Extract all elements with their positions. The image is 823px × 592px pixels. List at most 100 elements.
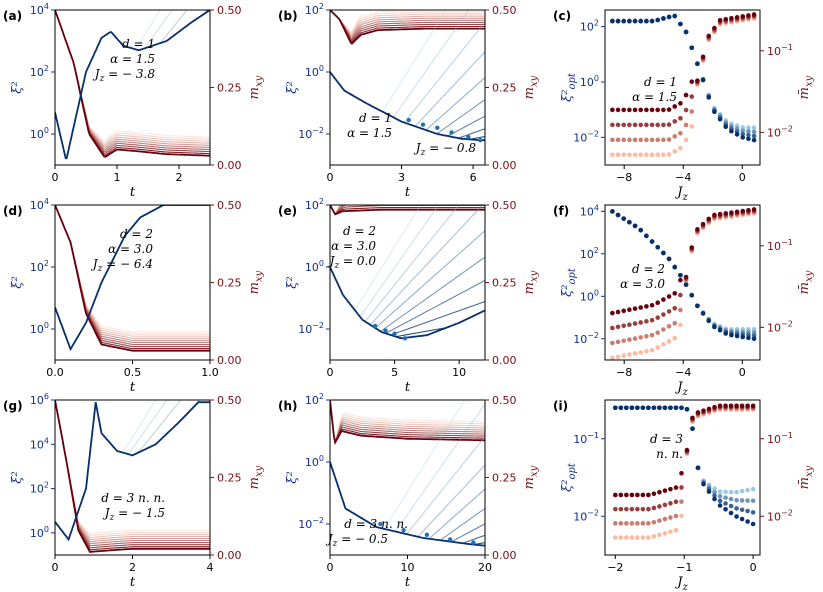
m-bar-point-i-1-5 [640, 521, 646, 526]
m-bar-point-f-3-1 [615, 309, 621, 315]
ylabel-right-f-text: m̄xy [797, 270, 815, 294]
xi-opt-point-f-3-15 [695, 303, 700, 309]
mxy-curve-g-4 [55, 400, 210, 543]
m-bar-point-c-3-3 [627, 107, 632, 113]
xlabel-b: t [405, 185, 411, 200]
m-bar-point-i-3-12 [679, 470, 684, 476]
m-bar-point-f-1-6 [644, 333, 649, 339]
m-bar-point-i-0-3 [629, 535, 635, 540]
xtick-label-i-0: −2 [607, 561, 623, 574]
xlabel-d-text: t [130, 380, 136, 395]
m-bar-point-f-1-12 [678, 307, 683, 313]
xi-opt-point-f-3-16 [700, 311, 706, 316]
ylabel-right-a: mxy [247, 75, 265, 99]
xi-opt-point-f-0-25 [751, 326, 757, 332]
mxy-curve-b-2 [330, 10, 485, 35]
ylabel-right-g-text: mxy [247, 465, 265, 489]
ytick-left-label-d-1: 102 [30, 259, 49, 274]
annotation-line-g-0: d = 3 n. n. [101, 491, 165, 505]
xlabel-g: t [130, 575, 136, 590]
annotation-g: d = 3 n. n.Jz = − 1.5 [101, 491, 165, 523]
m-bar-point-c-1-3 [627, 137, 632, 143]
xi-opt-point-f-3-20 [723, 331, 729, 336]
annotation-c: d = 1α = 1.5 [632, 75, 677, 104]
xi-opt-point-i-3-24 [745, 519, 750, 524]
ytick-right-label-a-2: 0.50 [217, 4, 242, 17]
m-bar-point-f-3-20 [723, 211, 729, 216]
m-bar-point-c-2-0 [610, 122, 615, 128]
m-bar-point-f-3-21 [729, 210, 734, 215]
xi-opt-point-c-3-14 [689, 45, 695, 51]
xi-opt-point-i-0-21 [728, 489, 734, 495]
ytick-right-label-d-1: 0.25 [217, 277, 242, 290]
xi-opt-point-f-3-12 [678, 272, 683, 278]
m-bar-point-i-2-7 [651, 505, 657, 511]
m-bar-point-i-0-0 [613, 535, 618, 540]
ytick-left-label-b-2: 102 [305, 2, 324, 17]
xi-opt-point-f-3-23 [740, 334, 746, 340]
xi-opt-point-c-3-3 [627, 18, 632, 24]
annotation-line-h-1: Jz = − 0.5 [325, 532, 388, 549]
m-bar-point-f-1-2 [621, 338, 627, 344]
xi-opt-point-c-3-23 [740, 135, 746, 140]
xi-opt-point-i-3-17 [706, 489, 712, 494]
annotation-line-c-0: d = 1 [644, 75, 677, 89]
ytick-left-label-a-2: 104 [30, 2, 49, 17]
m-bar-point-f-2-4 [632, 321, 638, 326]
ytick-right-label-b-2: 0.50 [492, 4, 517, 17]
xi-opt-point-c-3-10 [666, 14, 672, 20]
mxy-curve-h-6 [330, 400, 485, 444]
xi-opt-point-c-1-23 [740, 128, 746, 134]
ytick-left-label-f-3: 104 [580, 203, 599, 218]
m-bar-point-i-2-3 [629, 506, 635, 512]
m-bar-point-c-1-13 [683, 122, 689, 128]
m-bar-point-f-3-16 [700, 221, 706, 227]
xi-opt-marker-b-3 [449, 130, 454, 135]
xtick-label-g-2: 4 [207, 561, 214, 574]
xtick-label-g-1: 2 [129, 561, 136, 574]
xi-opt-point-c-1-25 [751, 129, 757, 135]
ytick-left-label-h-1: 100 [305, 454, 324, 469]
annotation-line-a-2: Jz = − 3.8 [92, 67, 156, 84]
annotation-d: d = 2α = 3.0Jz = − 6.4 [90, 227, 154, 274]
xtick-label-a-1: 1 [114, 171, 121, 184]
ytick-right-label-e-0: 0.00 [492, 354, 517, 367]
xi-opt-point-i-0-24 [745, 487, 750, 493]
xtick-label-c-1: −4 [675, 171, 691, 184]
xi-opt-point-i-2-18 [712, 493, 717, 498]
m-bar-point-f-2-6 [644, 319, 649, 324]
m-bar-point-c-1-1 [615, 137, 621, 143]
m-bar-point-f-3-7 [649, 302, 655, 308]
xi-opt-point-i-3-2 [624, 405, 629, 411]
m-bar-point-c-3-21 [729, 16, 734, 21]
m-bar-point-i-2-1 [618, 506, 624, 512]
ytick-left-label-c-0: 10−2 [573, 129, 599, 144]
m-bar-point-f-0-8 [655, 345, 661, 350]
xi-opt-point-f-3-3 [627, 219, 632, 225]
ytick-left-label-h-0: 10−2 [298, 516, 324, 531]
xi-opt-point-i-2-24 [745, 508, 750, 514]
m-bar-point-i-0-1 [618, 535, 624, 540]
xi-opt-point-f-3-9 [661, 250, 666, 256]
m-bar-point-i-3-17 [706, 406, 712, 412]
xi-opt-point-c-3-0 [610, 18, 615, 24]
ytick-left-label-g-0: 100 [30, 525, 49, 540]
xi-opt-point-c-3-5 [638, 18, 644, 24]
xi-curve-e-0 [330, 205, 422, 311]
xi-opt-point-f-3-0 [610, 209, 615, 214]
xtick-label-h-2: 20 [478, 561, 492, 574]
m-bar-point-c-0-12 [678, 145, 683, 151]
mxy-curve-b-1 [330, 10, 485, 34]
xi-opt-point-i-1-18 [712, 489, 717, 495]
m-bar-point-c-2-6 [644, 122, 649, 128]
xi-opt-point-c-3-20 [723, 124, 729, 129]
xi-opt-point-c-3-8 [655, 17, 661, 23]
m-bar-point-f-0-11 [672, 335, 678, 341]
m-bar-point-f-2-2 [621, 323, 627, 329]
m-bar-point-f-2-10 [666, 309, 672, 314]
annotation-line-e-1: α = 3.0 [331, 239, 376, 253]
m-bar-point-i-0-4 [635, 535, 640, 540]
mxy-curve-h-8 [330, 400, 485, 445]
xi-opt-point-i-0-22 [734, 489, 739, 495]
